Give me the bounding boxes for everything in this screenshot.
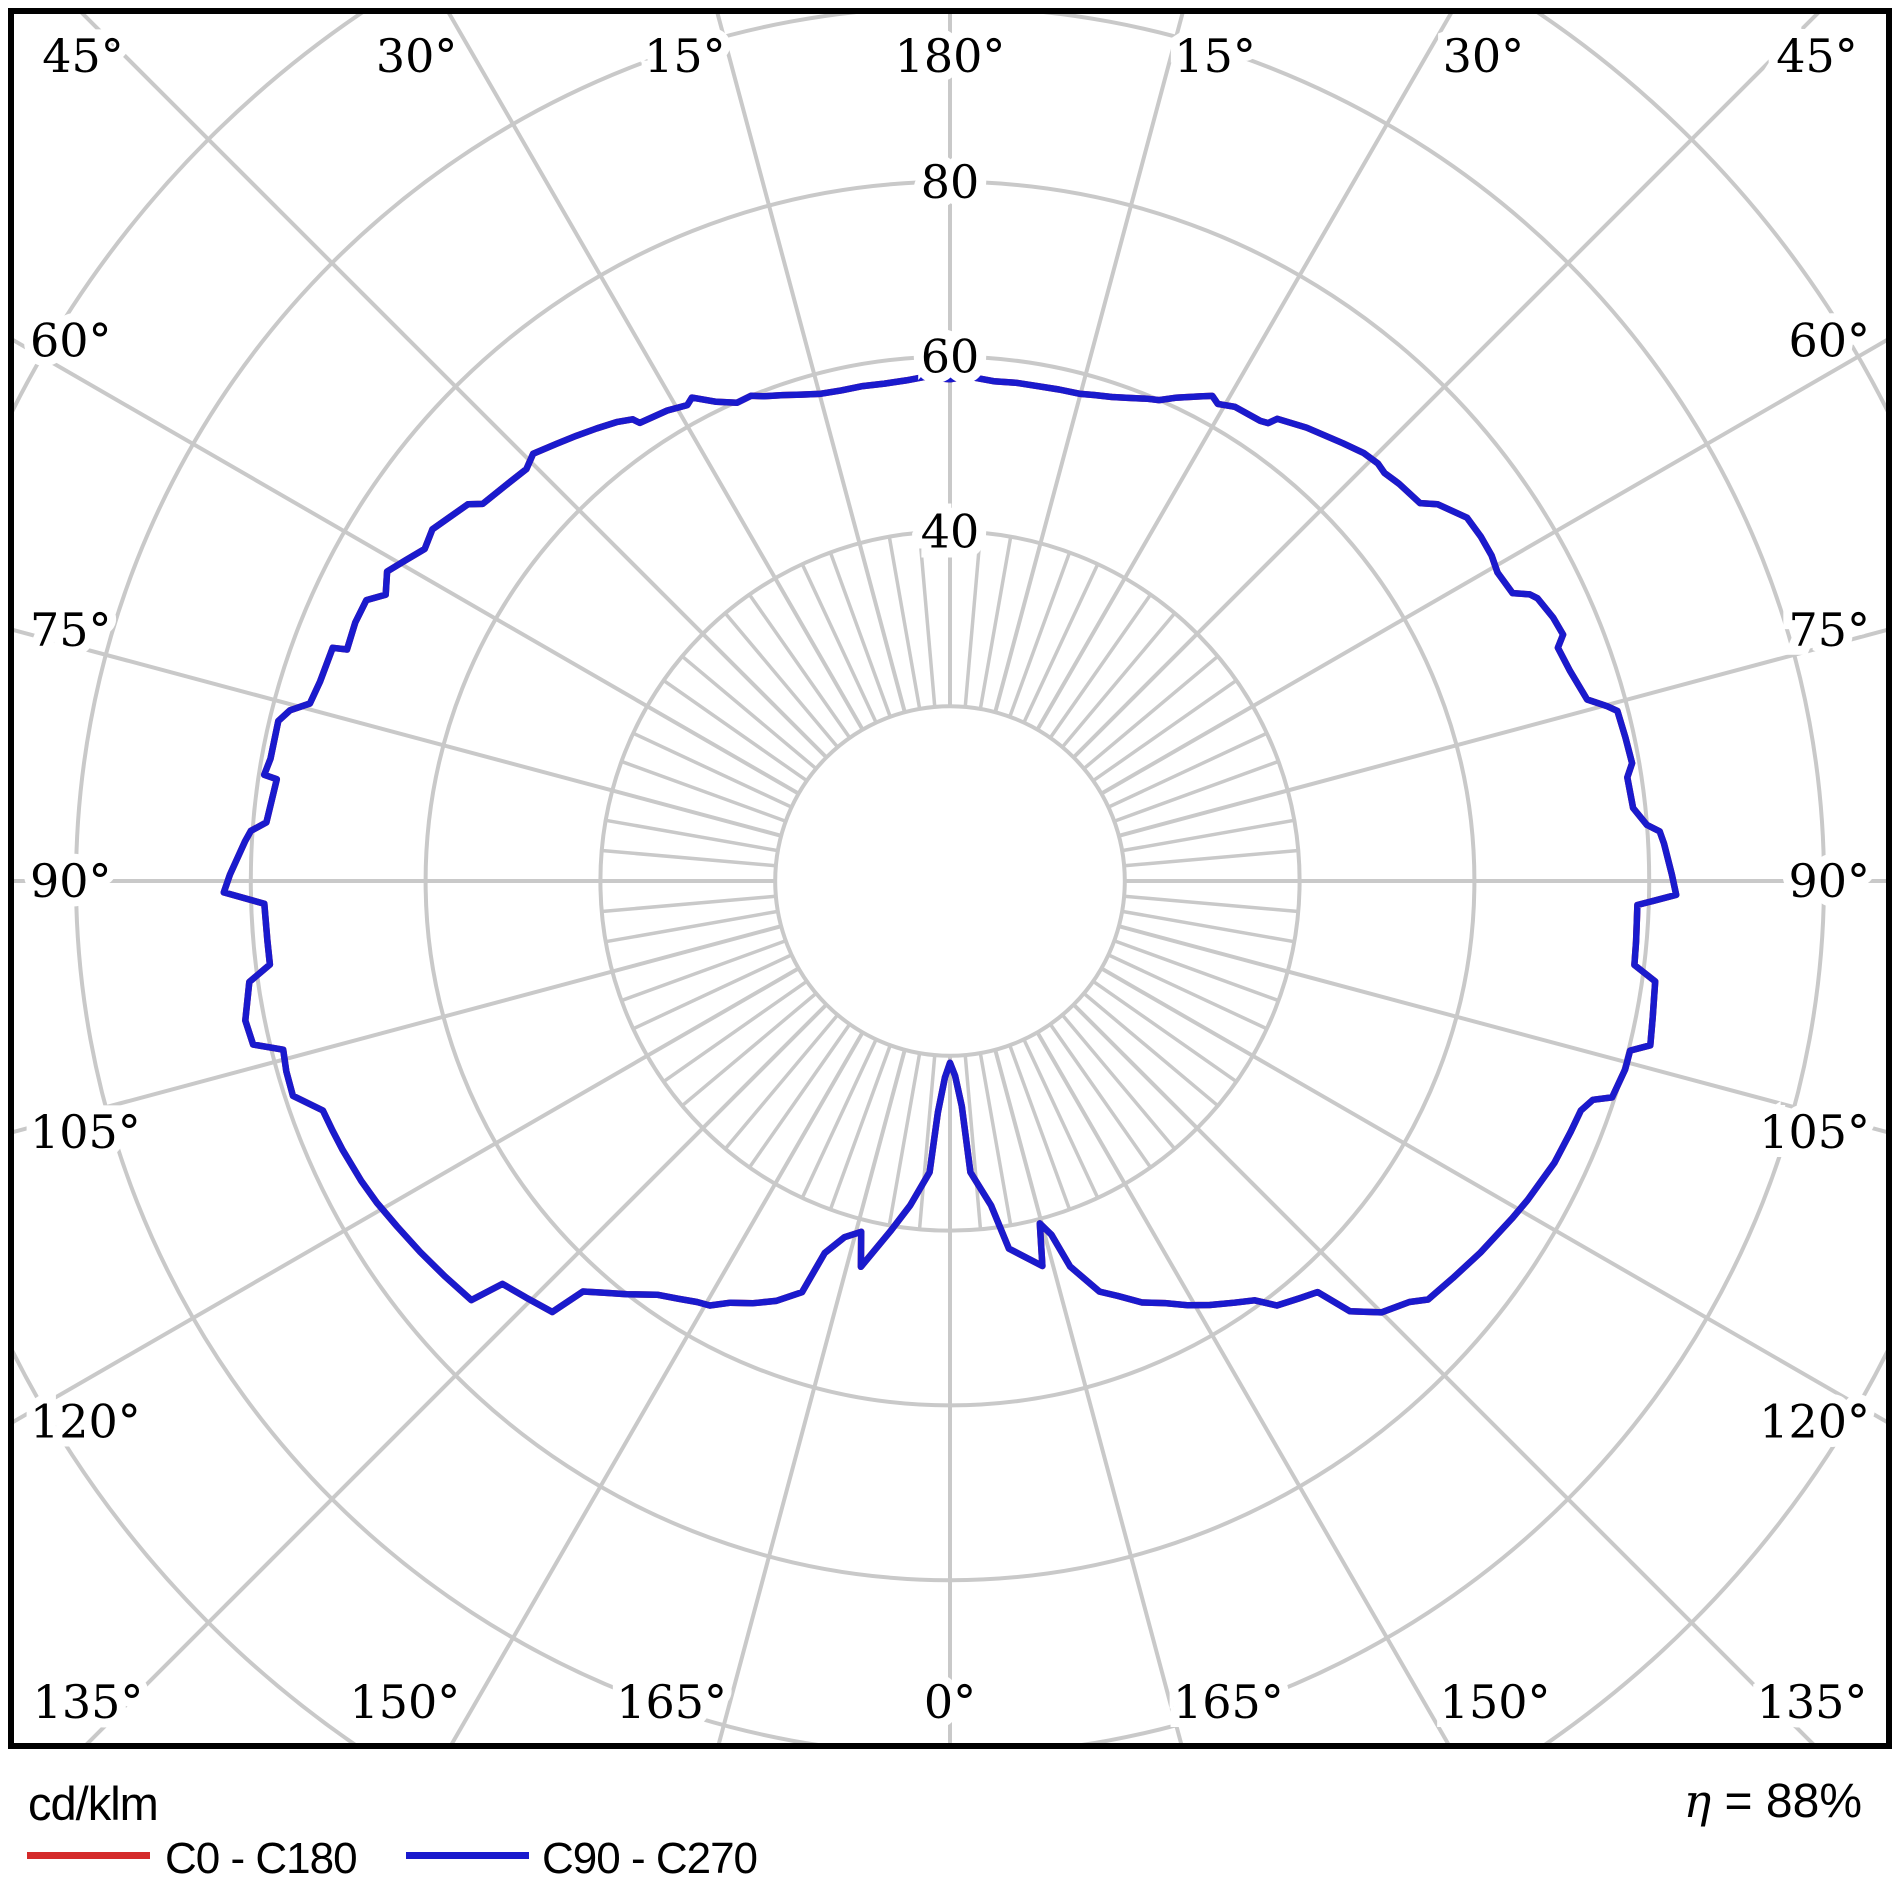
angle-label-0°: 0°: [924, 1675, 976, 1729]
angle-label-105°: 105°: [1759, 1105, 1870, 1159]
legend: C0 - C180 C90 - C270: [0, 1832, 1900, 1892]
radial-tick-80: 80: [921, 155, 980, 209]
angle-label-30°: 30°: [1443, 29, 1525, 83]
angle-label-30°: 30°: [376, 29, 458, 83]
eta-symbol: η: [1683, 1774, 1712, 1828]
angle-label-45°: 45°: [1776, 29, 1858, 83]
legend-label-c0-c180: C0 - C180: [165, 1834, 358, 1883]
eta-value: = 88%: [1711, 1775, 1862, 1828]
angle-label-15°: 15°: [644, 29, 726, 83]
angle-label-165°: 165°: [1173, 1675, 1284, 1729]
legend-label-c90-c270: C90 - C270: [542, 1834, 758, 1883]
curve-C90-C270: [220, 373, 1680, 1316]
radial-tick-60: 60: [921, 330, 980, 384]
angle-label-165°: 165°: [616, 1675, 727, 1729]
angle-label-15°: 15°: [1174, 29, 1256, 83]
angle-label-135°: 135°: [33, 1675, 144, 1729]
angle-label-120°: 120°: [30, 1394, 141, 1448]
c0-c180-line-swatch: [27, 1852, 150, 1859]
angle-label-150°: 150°: [350, 1675, 461, 1729]
axis-labels: 0° 15° 15° 30° 30° 45° 45° 60° 60° 75° 75° 90° 90° 10…: [21, 20, 1879, 1738]
angle-label-120°: 120°: [1759, 1394, 1870, 1448]
angle-label-75°: 75°: [30, 603, 112, 657]
efficiency-label: η = 88%: [1684, 1774, 1862, 1829]
plot-frame: [8, 8, 1892, 1749]
angle-label-60°: 60°: [30, 314, 112, 368]
angle-label-150°: 150°: [1440, 1675, 1551, 1729]
angle-label-90°: 90°: [1788, 854, 1870, 908]
angle-label-180°: 180°: [895, 29, 1006, 83]
angle-label-90°: 90°: [30, 854, 112, 908]
angle-label-75°: 75°: [1788, 603, 1870, 657]
intensity-curves: [220, 373, 1680, 1316]
angle-label-45°: 45°: [42, 29, 124, 83]
angle-label-135°: 135°: [1757, 1675, 1868, 1729]
radial-tick-40: 40: [921, 504, 980, 558]
angle-label-105°: 105°: [30, 1105, 141, 1159]
c90-c270-line-swatch: [406, 1852, 529, 1859]
angle-label-60°: 60°: [1788, 314, 1870, 368]
unit-label: cd/klm: [28, 1777, 159, 1830]
